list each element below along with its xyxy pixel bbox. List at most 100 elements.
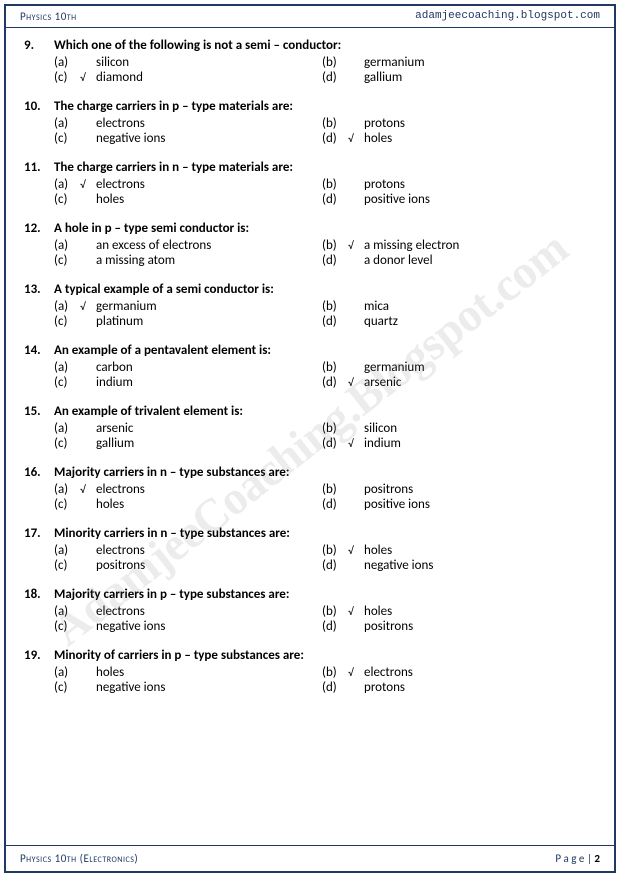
- question-text: Minority of carriers in p – type substan…: [54, 648, 600, 663]
- option-cell: (a) holes: [54, 665, 322, 680]
- option-letter: (b): [322, 360, 348, 375]
- question-row: 17.Minority carriers in n – type substan…: [24, 526, 600, 541]
- option-cell: (b)√holes: [322, 604, 572, 619]
- option-text: negative ions: [96, 131, 322, 146]
- option-letter: (b): [322, 116, 348, 131]
- option-letter: (c): [54, 131, 80, 146]
- option-letter: (c): [54, 314, 80, 329]
- question-row: 9.Which one of the following is not a se…: [24, 38, 600, 53]
- option-text: holes: [96, 665, 322, 680]
- option-text: diamond: [96, 70, 322, 85]
- options-row: (a)√electrons(b)positrons: [24, 482, 600, 497]
- option-cell: (b)positrons: [322, 482, 572, 497]
- option-letter: (d): [322, 680, 348, 695]
- question-row: 14.An example of a pentavalent element i…: [24, 343, 600, 358]
- option-cell: (a)arsenic: [54, 421, 322, 436]
- option-cell: (b)√a missing electron: [322, 238, 572, 253]
- option-cell: (a)electrons: [54, 116, 322, 131]
- option-cell: (c)indium: [54, 375, 322, 390]
- options-row: (a)carbon(b) germanium: [24, 360, 600, 375]
- option-letter: (d): [322, 497, 348, 512]
- option-text: arsenic: [96, 421, 322, 436]
- option-cell: (a)an excess of electrons: [54, 238, 322, 253]
- question-text: A typical example of a semi conductor is…: [54, 282, 600, 297]
- option-letter: (c): [54, 497, 80, 512]
- option-text: indium: [364, 436, 572, 451]
- option-cell: (d)quartz: [322, 314, 572, 329]
- option-text: negative ions: [364, 558, 572, 573]
- options-row: (c)a missing atom(d)a donor level: [24, 253, 600, 268]
- option-letter: (c): [54, 375, 80, 390]
- option-cell: (d)gallium: [322, 70, 572, 85]
- options-row: (c) holes(d) positive ions: [24, 497, 600, 512]
- option-letter: (d): [322, 619, 348, 634]
- question-block: 16.Majority carriers in n – type substan…: [24, 465, 600, 512]
- option-cell: (d)√indium: [322, 436, 572, 451]
- option-letter: (b): [322, 55, 348, 70]
- header-left: Physics 10th: [20, 10, 77, 23]
- question-text: Majority carriers in n – type substances…: [54, 465, 600, 480]
- option-text: holes: [364, 131, 572, 146]
- option-text: positive ions: [364, 497, 572, 512]
- question-block: 10.The charge carriers in p – type mater…: [24, 99, 600, 146]
- option-text: holes: [96, 192, 322, 207]
- options-row: (a)electrons(b)√holes: [24, 543, 600, 558]
- option-text: gallium: [364, 70, 572, 85]
- option-text: carbon: [96, 360, 322, 375]
- question-row: 15.An example of trivalent element is:: [24, 404, 600, 419]
- option-text: silicon: [96, 55, 322, 70]
- option-text: germanium: [364, 360, 572, 375]
- options-row: (c)holes(d)positive ions: [24, 192, 600, 207]
- option-letter: (d): [322, 436, 348, 451]
- option-text: a missing atom: [96, 253, 322, 268]
- option-cell: (c) negative ions: [54, 131, 322, 146]
- option-check-icon: √: [348, 544, 364, 557]
- option-letter: (c): [54, 558, 80, 573]
- question-number: 18.: [24, 587, 54, 602]
- option-cell: (d)√holes: [322, 131, 572, 146]
- option-cell: (b) germanium: [322, 360, 572, 375]
- option-letter: (b): [322, 238, 348, 253]
- option-letter: (b): [322, 177, 348, 192]
- options-row: (c)negative ions(d)protons: [24, 680, 600, 695]
- option-cell: (a)√germanium: [54, 299, 322, 314]
- option-cell: (b)protons: [322, 177, 572, 192]
- option-text: electrons: [96, 177, 322, 192]
- option-letter: (a): [54, 299, 80, 314]
- option-text: mica: [364, 299, 572, 314]
- option-text: electrons: [96, 482, 322, 497]
- question-number: 15.: [24, 404, 54, 419]
- question-text: An example of trivalent element is:: [54, 404, 600, 419]
- option-letter: (d): [322, 131, 348, 146]
- option-letter: (a): [54, 665, 80, 680]
- option-text: protons: [364, 116, 572, 131]
- option-letter: (a): [54, 482, 80, 497]
- option-check-icon: √: [80, 300, 96, 313]
- option-cell: (d)positive ions: [322, 192, 572, 207]
- options-row: (a)electrons(b) protons: [24, 116, 600, 131]
- option-cell: (b)silicon: [322, 421, 572, 436]
- option-text: electrons: [96, 604, 322, 619]
- option-text: positrons: [96, 558, 322, 573]
- option-text: positrons: [364, 619, 572, 634]
- option-letter: (c): [54, 253, 80, 268]
- option-check-icon: √: [348, 666, 364, 679]
- option-cell: (c)negative ions: [54, 680, 322, 695]
- option-cell: (d)negative ions: [322, 558, 572, 573]
- question-text: An example of a pentavalent element is:: [54, 343, 600, 358]
- options-row: (c) negative ions(d)√holes: [24, 131, 600, 146]
- question-block: 11.The charge carriers in n – type mater…: [24, 160, 600, 207]
- question-row: 10.The charge carriers in p – type mater…: [24, 99, 600, 114]
- option-letter: (d): [322, 253, 348, 268]
- option-check-icon: √: [80, 71, 96, 84]
- question-text: Minority carriers in n – type substances…: [54, 526, 600, 541]
- option-letter: (b): [322, 665, 348, 680]
- option-text: holes: [96, 497, 322, 512]
- option-cell: (a)carbon: [54, 360, 322, 375]
- option-text: germanium: [96, 299, 322, 314]
- option-text: arsenic: [364, 375, 572, 390]
- question-block: 17.Minority carriers in n – type substan…: [24, 526, 600, 573]
- page-header: Physics 10th adamjeecoaching.blogspot.co…: [6, 6, 614, 28]
- option-cell: (b)germanium: [322, 55, 572, 70]
- option-cell: (a)√electrons: [54, 177, 322, 192]
